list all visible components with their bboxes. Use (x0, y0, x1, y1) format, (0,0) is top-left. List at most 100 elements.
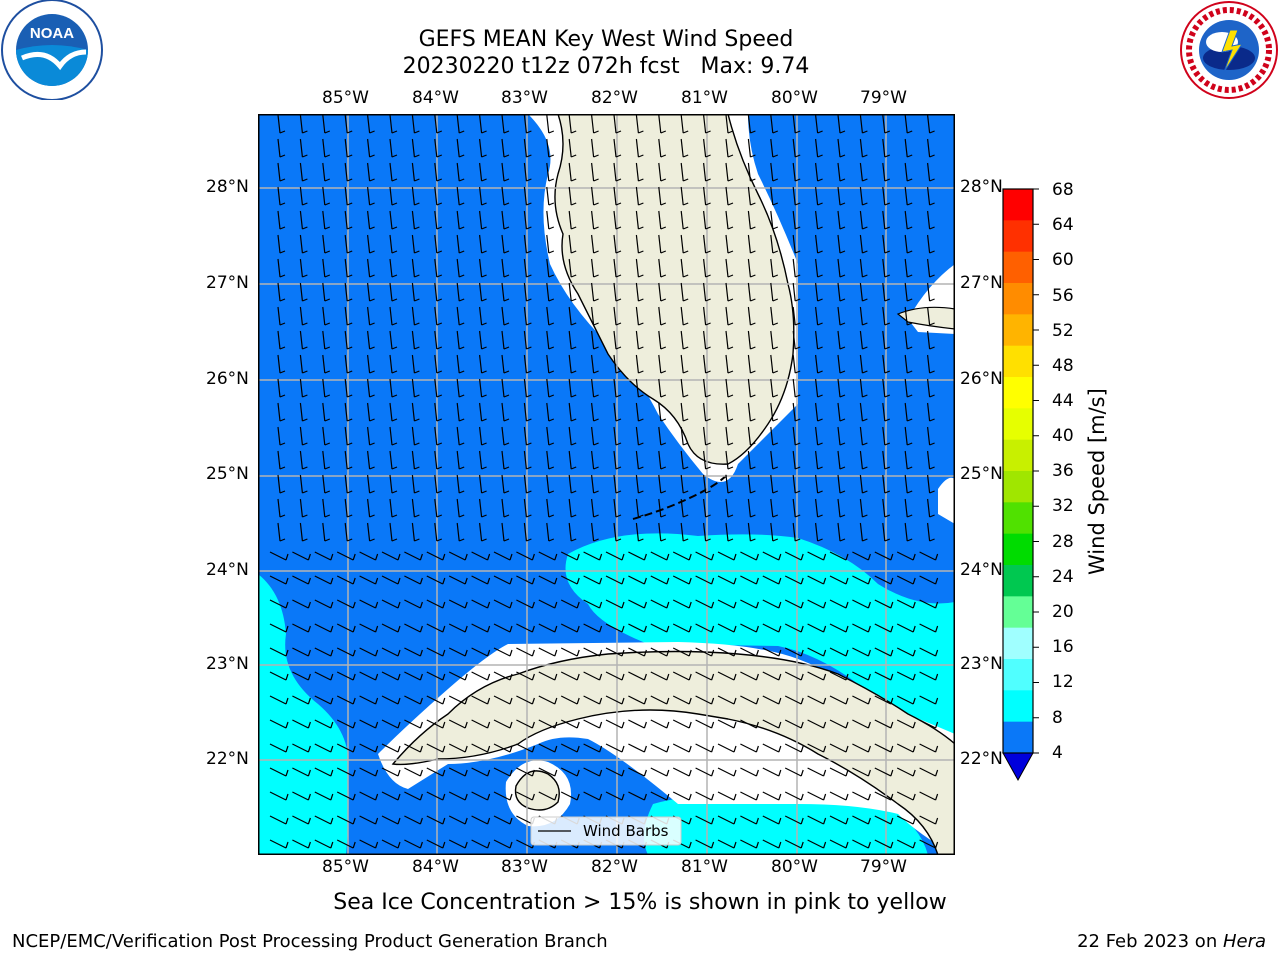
wind-barb (434, 258, 443, 278)
wind-barb (919, 791, 939, 801)
wind-barb (277, 186, 286, 206)
footer-date-text: 22 Feb 2023 on (1077, 931, 1223, 952)
wind-barb (695, 575, 715, 585)
wind-barb (837, 474, 846, 494)
wind-barb (568, 282, 577, 302)
ocean-fill-8-12-west (258, 574, 349, 855)
wind-barb (546, 258, 555, 278)
wind-barb (538, 575, 558, 585)
wind-barb (635, 330, 644, 350)
wind-barb (404, 767, 423, 777)
wind-barb (703, 498, 711, 518)
wind-barb (725, 330, 734, 350)
ocean-fill-8-12-straits (565, 533, 955, 734)
map-frame (258, 114, 955, 855)
wind-barb (807, 647, 827, 657)
wind-barb (269, 647, 289, 657)
wind-barb (874, 623, 894, 633)
lon-label-top: 84°W (412, 88, 459, 108)
wind-barb (493, 671, 513, 681)
wind-barb (613, 330, 622, 350)
wind-barb (703, 474, 711, 494)
wind-barb (568, 186, 577, 206)
wind-barb (747, 114, 756, 134)
wind-barb (411, 210, 420, 230)
wind-barb (859, 162, 868, 182)
wind-barb (717, 671, 737, 681)
wind-barb (658, 522, 667, 542)
wind-barb (546, 330, 555, 350)
wind-barb (568, 498, 577, 518)
wind-barb (770, 450, 779, 470)
wind-barb (837, 162, 846, 182)
wind-barb (859, 210, 868, 230)
wind-barb (314, 695, 334, 705)
wind-barb (568, 114, 577, 134)
wind-barb (448, 695, 468, 705)
wind-barb (703, 402, 711, 422)
lat-label-right: 23°N (960, 654, 1003, 674)
nws-logo (1178, 0, 1280, 100)
colorbar-band (1003, 533, 1033, 566)
wind-barb (344, 426, 353, 446)
wind-barb (389, 258, 398, 278)
wind-barb (583, 791, 603, 801)
wind-barb (336, 623, 356, 633)
wind-barb (292, 791, 311, 801)
wind-barb (725, 426, 734, 446)
wind-barb (829, 743, 849, 753)
wind-barb (314, 551, 334, 561)
wind-barb (538, 647, 558, 657)
wind-barb (560, 695, 580, 705)
wind-barb (927, 114, 935, 134)
wind-barb (583, 695, 603, 705)
wind-barb (299, 258, 308, 278)
wind-barb (852, 671, 871, 681)
wind-barb (613, 114, 622, 134)
wind-barb (852, 719, 871, 729)
wind-barb (336, 815, 356, 825)
lon-label-bottom: 84°W (412, 857, 459, 877)
wind-barb (635, 378, 644, 398)
lon-label-bottom: 85°W (322, 857, 369, 877)
wind-barb (927, 234, 935, 254)
footer-host: Hera (1222, 931, 1266, 952)
wind-barb (613, 210, 622, 230)
wind-barb (359, 815, 379, 825)
wind-barb (859, 186, 868, 206)
wind-barb (927, 186, 935, 206)
wind-barb (695, 695, 715, 705)
wind-barb (277, 282, 286, 302)
wind-barb (784, 599, 804, 609)
wind-barb (381, 839, 401, 849)
colorbar-tick: 4 (1052, 743, 1063, 763)
wind-barb (859, 282, 868, 302)
wind-barb (859, 498, 868, 518)
wind-barb (471, 599, 491, 609)
wind-barb (344, 114, 353, 134)
wind-barb (807, 695, 827, 705)
wind-barb (479, 498, 487, 518)
wind-barb (538, 719, 558, 729)
wind-barb (292, 743, 311, 753)
wind-barb (591, 186, 599, 206)
wind-barb (635, 522, 644, 542)
wind-barb (546, 426, 555, 446)
wind-barb (852, 815, 871, 825)
wind-barb (299, 426, 308, 446)
wind-barb (613, 498, 622, 518)
wind-barb (516, 623, 535, 633)
wind-barb (381, 647, 401, 657)
wind-barb (807, 671, 827, 681)
colorbar-tick: 16 (1052, 637, 1074, 657)
wind-barb (591, 354, 599, 374)
wind-barb (434, 498, 443, 518)
wind-barb (658, 306, 667, 326)
lat-label-right: 27°N (960, 273, 1003, 293)
wind-barb (411, 402, 420, 422)
wind-barb (404, 743, 423, 753)
wind-barb (314, 767, 334, 777)
wind-barb (367, 306, 375, 326)
wind-barb (919, 575, 939, 585)
wind-barb (583, 575, 603, 585)
